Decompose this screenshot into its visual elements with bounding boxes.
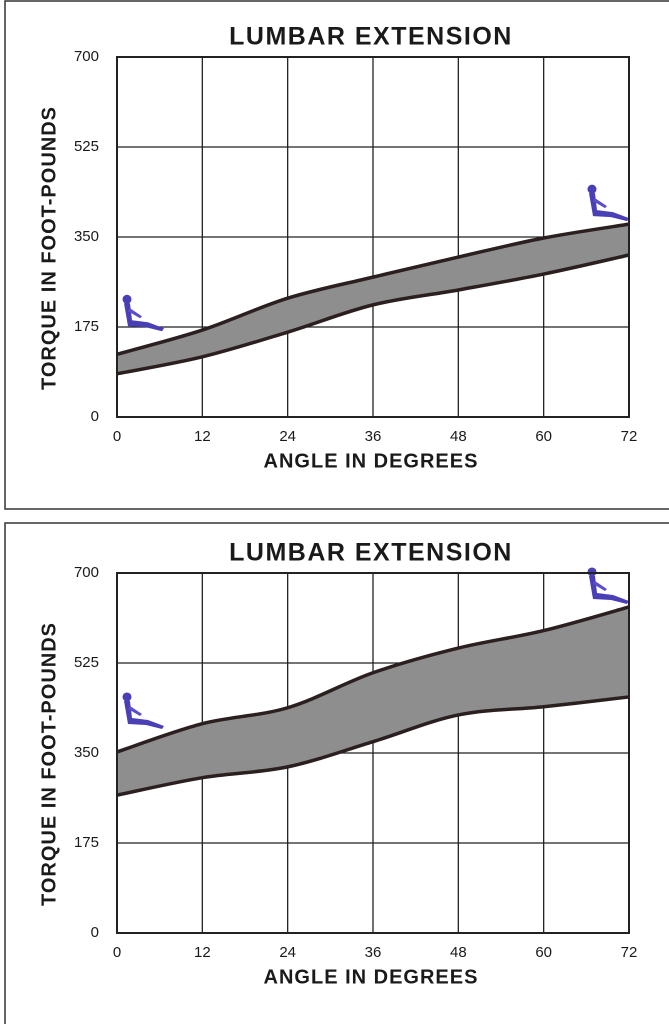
- figure-icon: [123, 692, 165, 729]
- x-tick-label: 36: [365, 944, 382, 961]
- panel-frame: [5, 523, 669, 1024]
- y-axis-title: TORQUE IN FOOT-POUNDS: [38, 106, 60, 390]
- y-tick-label: 350: [74, 744, 99, 761]
- page: LUMBAR EXTENSION ANGLE IN DEGREES TORQUE I…: [0, 0, 669, 1024]
- figure-body: [124, 701, 164, 729]
- x-tick-label: 72: [621, 944, 638, 961]
- y-tick-label: 700: [74, 48, 99, 65]
- x-tick-label: 48: [450, 428, 467, 445]
- y-tick-label: 350: [74, 228, 99, 245]
- y-tick-label: 525: [74, 654, 99, 671]
- figure-head: [123, 692, 132, 701]
- x-tick-label: 48: [450, 944, 467, 961]
- x-tick-label: 24: [279, 428, 296, 445]
- x-tick-label: 60: [535, 944, 552, 961]
- figure-icon: [123, 295, 165, 332]
- figure-icon: [588, 185, 630, 222]
- y-tick-label: 525: [74, 138, 99, 155]
- y-tick-label: 175: [74, 834, 99, 851]
- figure-head: [588, 567, 597, 576]
- chart-title: LUMBAR EXTENSION: [229, 23, 513, 51]
- y-tick-label: 175: [74, 318, 99, 335]
- y-axis-title: TORQUE IN FOOT-POUNDS: [38, 622, 60, 906]
- figure-body: [589, 193, 629, 221]
- chart-title: LUMBAR EXTENSION: [229, 539, 513, 567]
- figure-head: [123, 295, 132, 304]
- y-tick-label: 0: [91, 924, 99, 941]
- x-tick-label: 0: [113, 428, 121, 445]
- x-tick-label: 60: [535, 428, 552, 445]
- x-tick-label: 12: [194, 428, 211, 445]
- figure-head: [588, 185, 597, 194]
- x-tick-label: 0: [113, 944, 121, 961]
- x-tick-label: 72: [621, 428, 638, 445]
- figure-body: [589, 576, 629, 604]
- x-tick-label: 36: [365, 428, 382, 445]
- x-tick-label: 12: [194, 944, 211, 961]
- y-tick-label: 0: [91, 408, 99, 425]
- y-tick-label: 700: [74, 564, 99, 581]
- x-axis-title: ANGLE IN DEGREES: [264, 450, 479, 472]
- x-axis-title: ANGLE IN DEGREES: [264, 966, 479, 988]
- x-tick-label: 24: [279, 944, 296, 961]
